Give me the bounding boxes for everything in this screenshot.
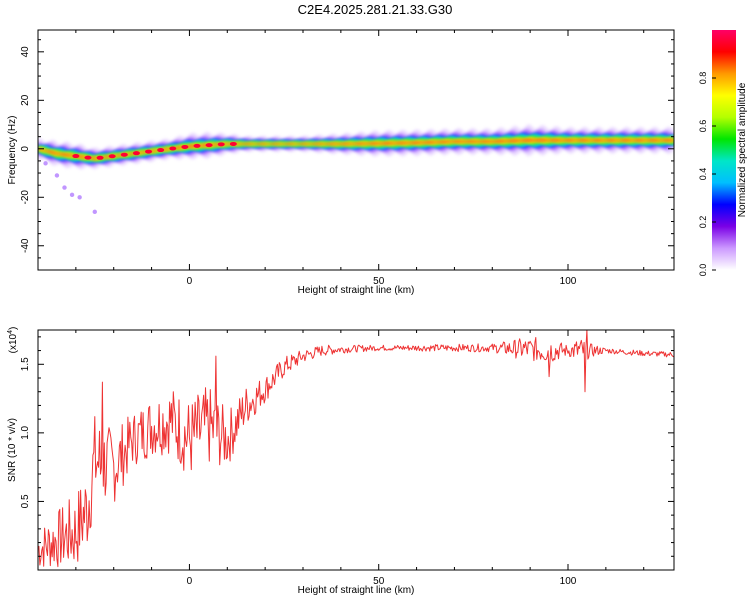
spectral-scatter-point	[54, 173, 60, 178]
y-tick-label: 0.5	[20, 494, 31, 508]
snr-ylabel: SNR (10 * v/v)	[7, 418, 18, 482]
snr-panel: 0 50 100 0.5 1.0 1.5 (x104) Height of straigh…	[7, 327, 675, 596]
snr-scale-exponent: 4	[7, 330, 14, 334]
colorbar: 0.0 0.2 0.4 0.6 0.8 Normalized spectral ampl…	[698, 30, 748, 276]
y-tick-label: 20	[20, 94, 31, 106]
spectral-peak	[96, 155, 104, 160]
snr-plot-area	[38, 330, 674, 570]
colorbar-ticks: 0.0 0.2 0.4 0.6 0.8	[698, 72, 716, 277]
snr-frame	[37, 329, 675, 571]
spectral-peak	[169, 146, 177, 151]
colorbar-label: Normalized spectral amplitude	[737, 82, 748, 217]
figure-title: C2E4.2025.281.21.33.G30	[298, 2, 453, 17]
spectral-peak	[145, 149, 153, 154]
colorbar-tick-label: 0.2	[698, 216, 708, 229]
spectral-peak	[84, 155, 92, 160]
spectral-peak	[217, 142, 225, 147]
spectral-scatter-point	[62, 185, 67, 190]
snr-scale-label: (x104)	[7, 327, 19, 354]
colorbar-tick-label: 0.6	[698, 120, 708, 133]
colorbar-tick-label: 0.8	[698, 72, 708, 85]
x-tick-label: 0	[187, 576, 193, 587]
y-tick-label: 0	[20, 146, 31, 152]
colorbar-scale	[712, 30, 736, 270]
spectral-peak	[181, 144, 189, 149]
spectrogram-heatmap	[38, 124, 674, 215]
x-tick-label: 100	[560, 276, 577, 287]
spectral-scatter-point	[43, 161, 48, 166]
spectral-peak	[132, 151, 140, 156]
spectrogram-ticks: 0 50 100 -40 -20 0 20 40	[20, 30, 674, 287]
x-tick-label: 0	[187, 276, 193, 287]
colorbar-tick-label: 0.4	[698, 168, 708, 181]
spectral-peak	[72, 154, 80, 159]
spectrogram-panel: 0 50 100 -40 -20 0 20 40 Height of straight lin…	[7, 29, 675, 296]
x-tick-label: 100	[560, 576, 577, 587]
y-tick-label: 40	[20, 46, 31, 58]
x-tick-label: 50	[373, 576, 385, 587]
snr-xlabel: Height of straight line (km)	[298, 585, 415, 596]
spectral-peak	[193, 143, 201, 148]
spectral-peak	[229, 141, 237, 146]
snr-ticks: 0 50 100 0.5 1.0 1.5	[20, 330, 674, 587]
spectral-peak	[120, 152, 128, 157]
x-tick-label: 50	[373, 276, 385, 287]
colorbar-tick-label: 0.0	[698, 264, 708, 277]
spectral-peak	[108, 154, 116, 159]
snr-line-layer	[38, 330, 674, 568]
spectral-peak	[157, 148, 165, 153]
spectral-scatter-point	[92, 209, 97, 215]
spectrogram-xlabel: Height of straight line (km)	[298, 285, 415, 296]
y-tick-label: -40	[20, 238, 31, 253]
y-tick-label: -20	[20, 190, 31, 205]
y-tick-label: 1.5	[20, 357, 31, 371]
snr-series-line	[38, 330, 674, 568]
spectral-peak	[205, 143, 213, 148]
spectrogram-ylabel: Frequency (Hz)	[7, 116, 18, 185]
y-tick-label: 1.0	[20, 425, 31, 439]
spectrogram-frame	[37, 29, 675, 271]
spectral-scatter-point	[69, 192, 75, 198]
spectral-scatter-point	[77, 195, 82, 200]
snr-scale-base: (x10	[8, 333, 19, 353]
